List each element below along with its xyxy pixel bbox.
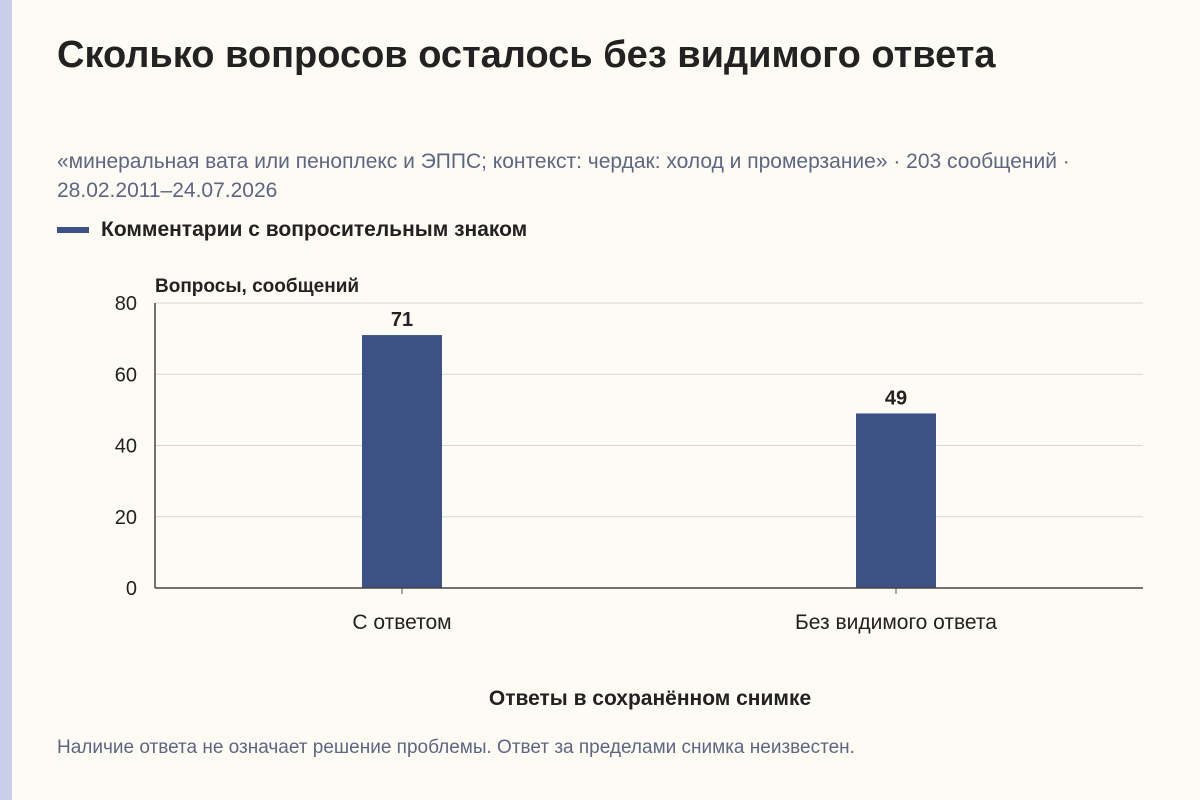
page-title: Сколько вопросов осталось без видимого о… [57, 34, 996, 76]
chart-subtitle: «минеральная вата или пеноплекс и ЭППС; … [57, 150, 1070, 202]
legend-swatch [57, 227, 89, 233]
bars [362, 335, 936, 588]
axes [154, 303, 1143, 594]
bar-value-label: 71 [391, 309, 413, 331]
y-tick-label: 20 [115, 507, 137, 529]
x-tick-label: Без видимого ответа [795, 611, 997, 634]
gridlines [155, 302, 1143, 518]
bar [856, 413, 936, 588]
footnote: Наличие ответа не означает решение пробл… [57, 737, 855, 758]
y-tick-label: 60 [115, 364, 137, 386]
y-tick-label: 80 [115, 293, 137, 315]
x-axis-title: Ответы в сохранённом снимке [488, 687, 812, 710]
y-axis-title: Вопросы, сообщений [155, 276, 359, 297]
bar-chart: Вопросы, сообщений 0 20 40 60 80 71 С ответом 4… [115, 276, 1143, 634]
bar [362, 335, 442, 588]
left-accent-strip [0, 0, 12, 800]
y-tick-label: 0 [126, 578, 137, 600]
legend-label: Комментарии с вопросительным знаком [101, 218, 528, 241]
bar-value-label: 49 [885, 387, 907, 409]
tick-labels: 0 20 40 60 80 71 С ответом 49 Без видимого ответ… [115, 293, 998, 634]
y-tick-label: 40 [115, 436, 137, 458]
x-tick-label: С ответом [352, 611, 451, 634]
chart-legend: Комментарии с вопросительным знаком [57, 218, 527, 242]
